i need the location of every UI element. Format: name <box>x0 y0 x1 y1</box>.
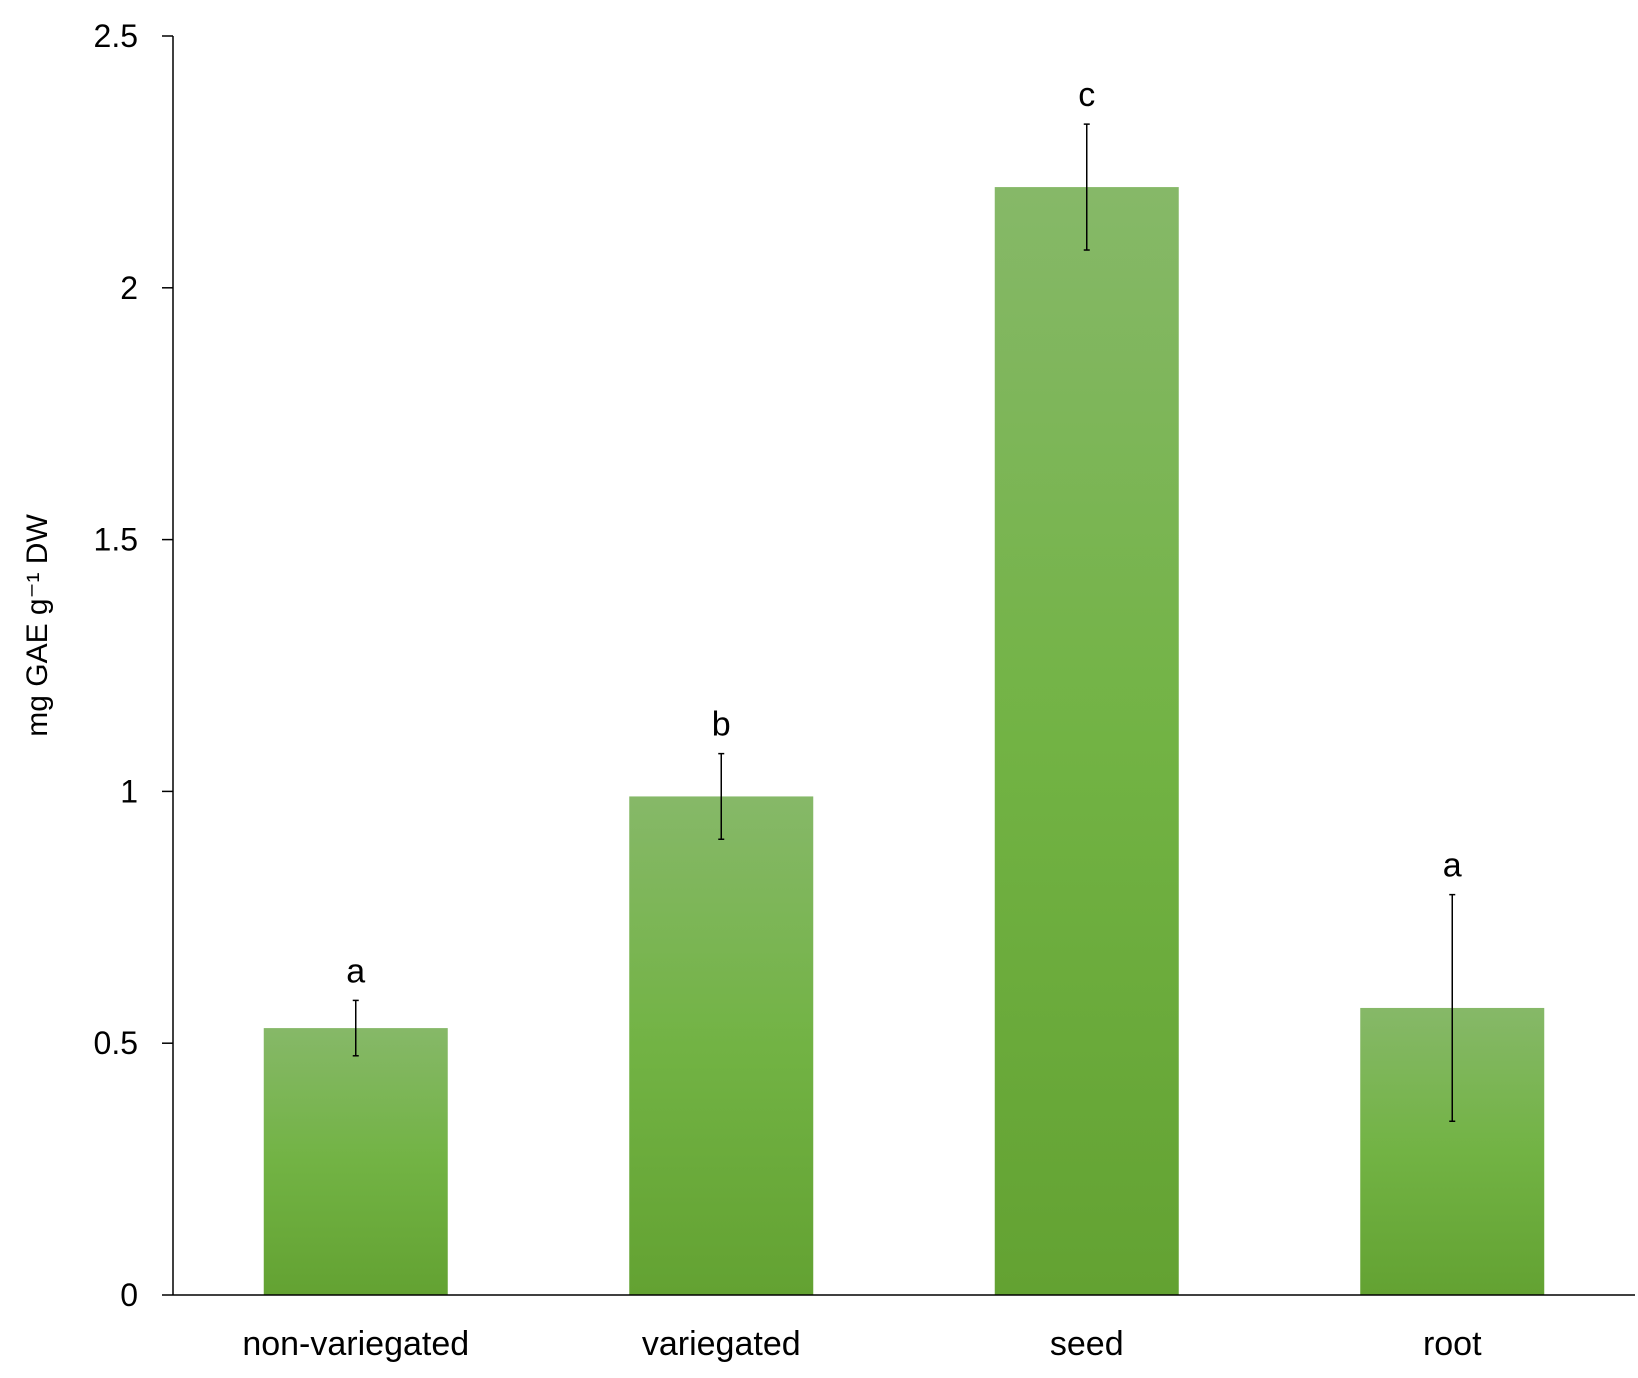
bar-non-variegated <box>263 1028 448 1295</box>
x-category-label: variegated <box>642 1325 801 1363</box>
y-tick-label: 1.5 <box>94 522 138 558</box>
y-axis-title: mg GAE g⁻¹ DW <box>21 514 54 737</box>
y-tick-label: 0.5 <box>94 1025 138 1061</box>
x-category-label: non-variegated <box>242 1325 469 1363</box>
y-tick-label: 1 <box>120 773 138 809</box>
significance-label: c <box>1078 76 1095 114</box>
x-category-label: seed <box>1050 1325 1124 1363</box>
y-tick-label: 2 <box>120 270 138 306</box>
x-category-label: root <box>1423 1325 1482 1363</box>
significance-label: a <box>346 952 365 990</box>
axes-layer <box>172 36 1635 1296</box>
significance-label: a <box>1443 847 1462 885</box>
y-tick-label: 0 <box>120 1277 138 1313</box>
y-tick-label: 2.5 <box>94 18 138 54</box>
significance-label: b <box>712 706 731 744</box>
category-labels: non-variegated variegated seed root <box>242 1325 1482 1363</box>
bars-layer: a b c a <box>263 76 1545 1296</box>
y-ticks: 0 0.5 1 1.5 2 2.5 <box>94 18 173 1313</box>
bar-seed <box>994 187 1179 1296</box>
bar-variegated <box>629 796 814 1295</box>
